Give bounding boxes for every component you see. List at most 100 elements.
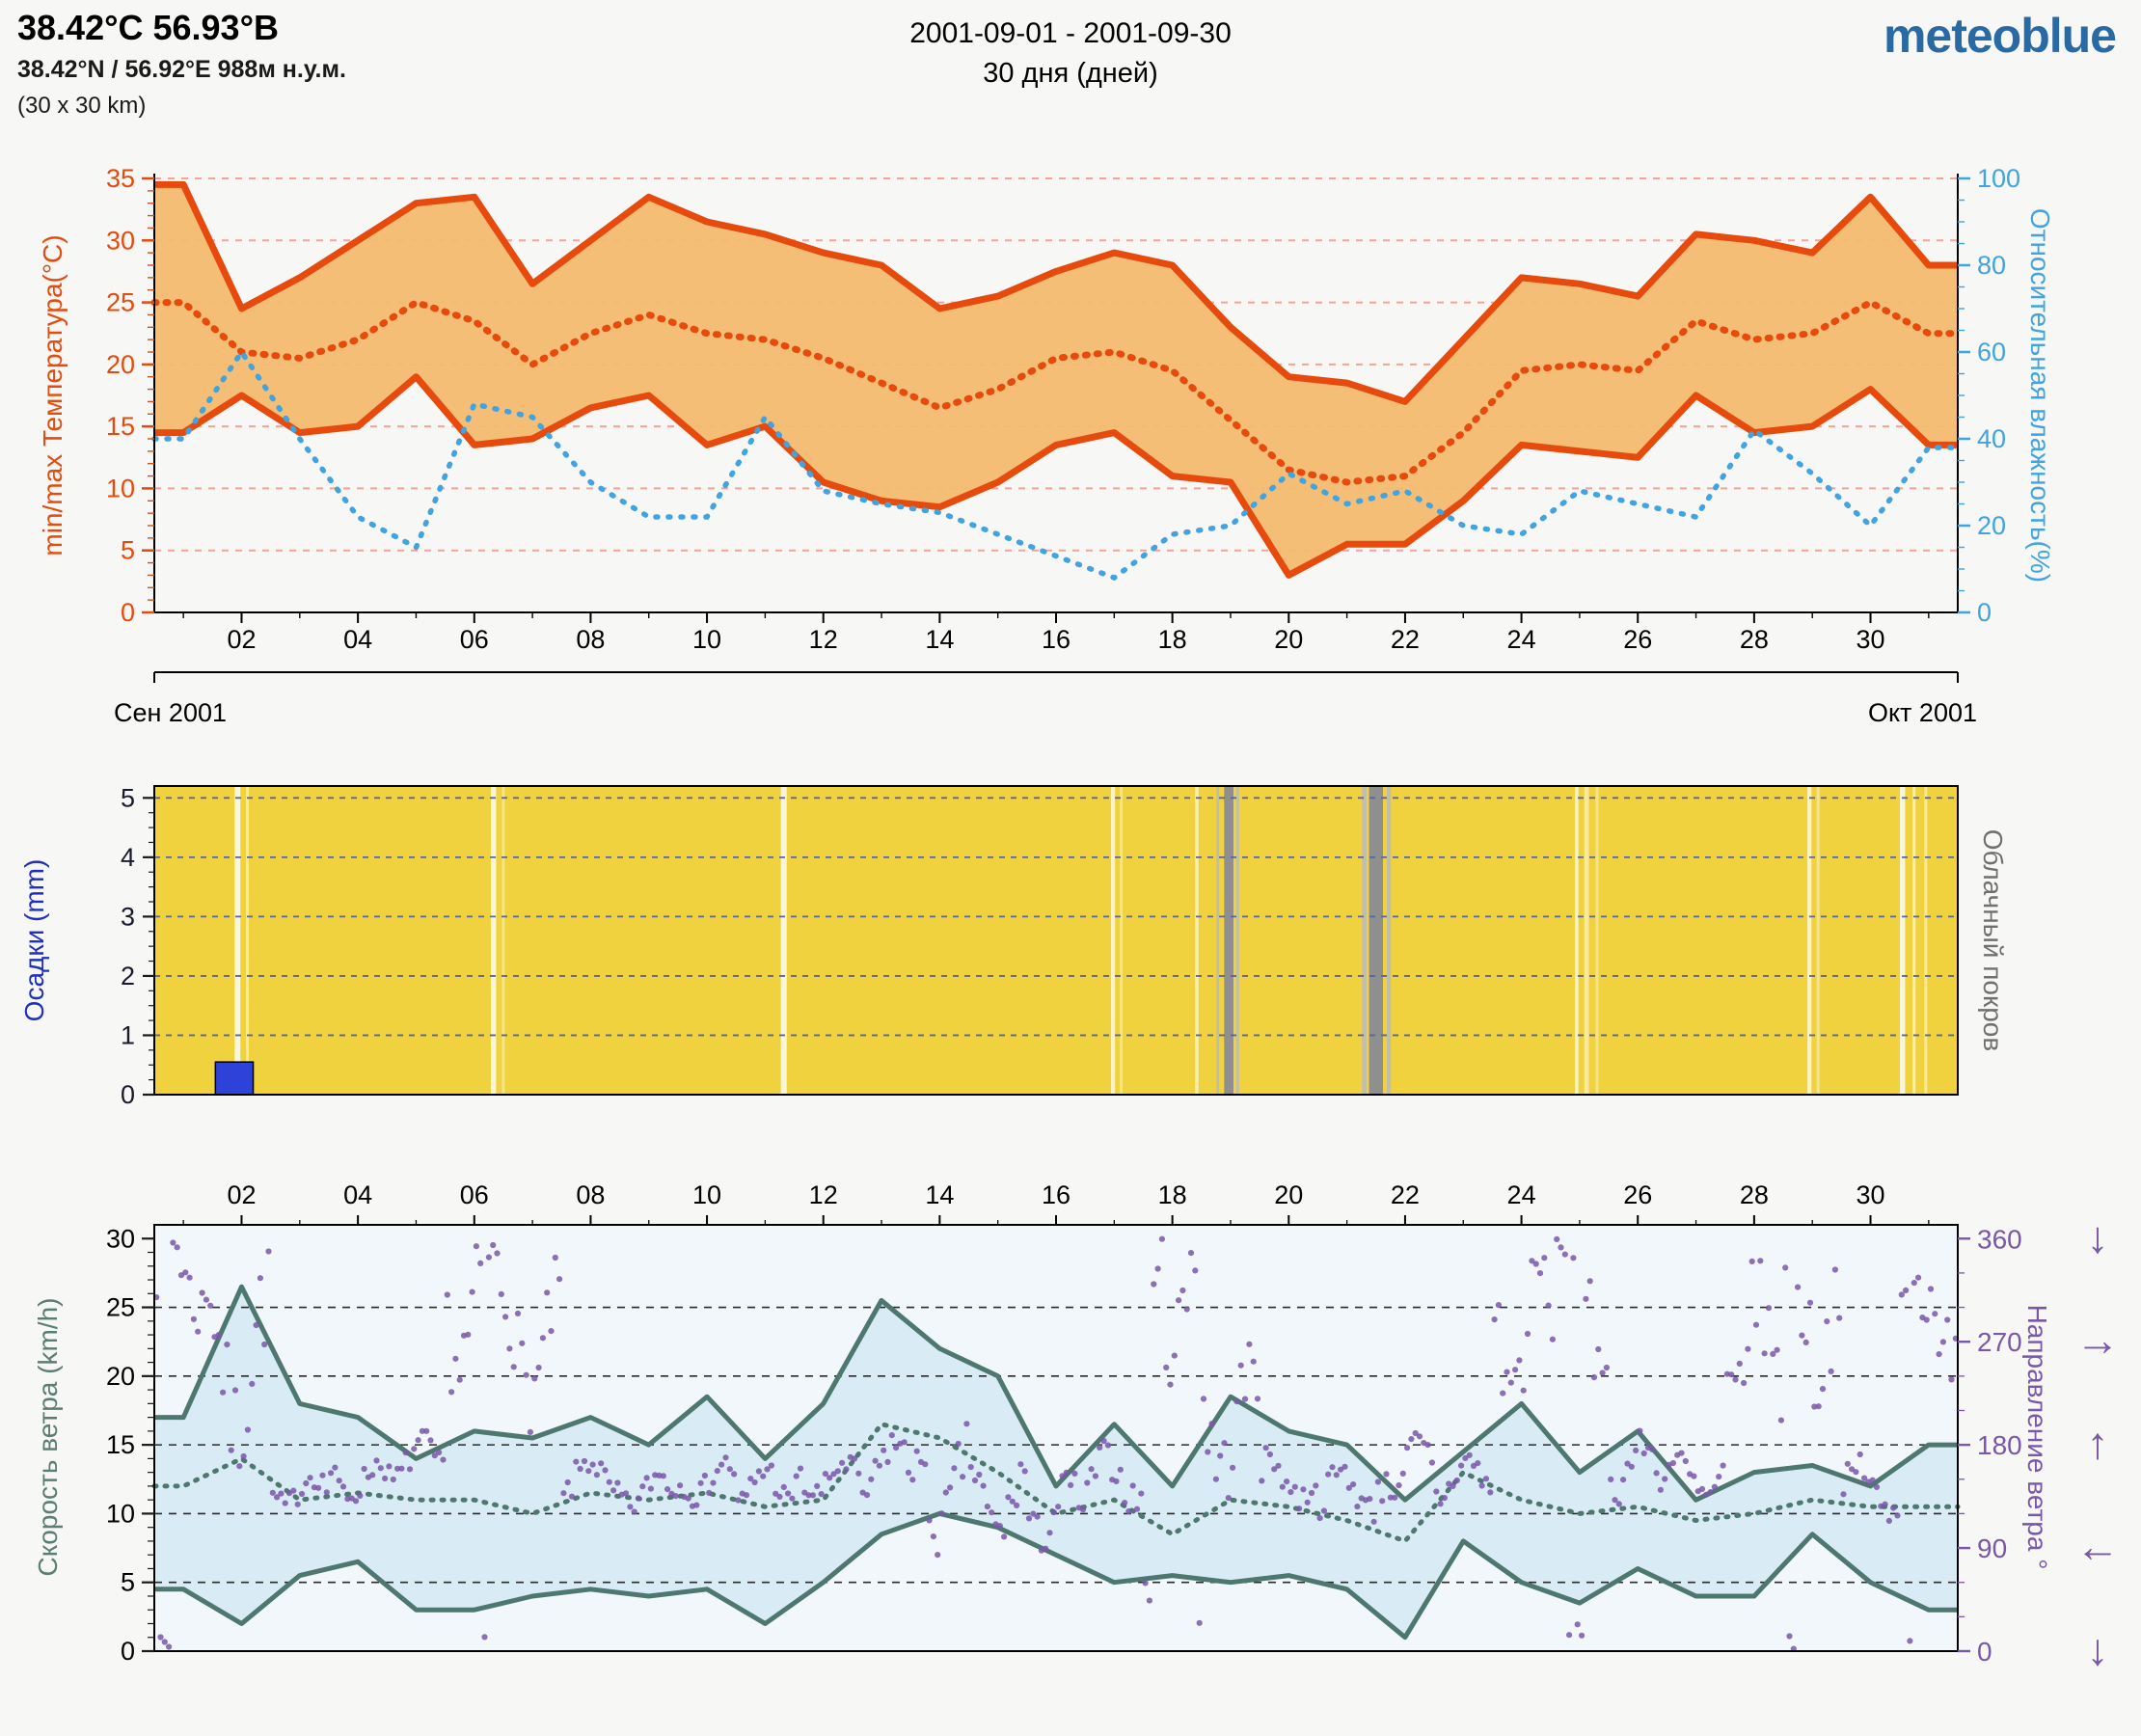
- tick-label: 08: [576, 625, 605, 654]
- cloud-band: [1362, 786, 1368, 1095]
- tick-label: 60: [1977, 338, 2006, 366]
- grid-cell-size: (30 x 30 km): [17, 93, 147, 119]
- tick-label: 10: [692, 625, 721, 654]
- tick-label: 20: [1274, 1180, 1303, 1209]
- tick-label: 0: [121, 598, 135, 627]
- cloud-band: [1816, 786, 1820, 1095]
- tick-label: 25: [106, 1293, 135, 1322]
- temp-band: [154, 184, 1958, 576]
- tick-label: 5: [121, 1568, 135, 1597]
- tick-label: 0: [1977, 1637, 1992, 1667]
- tick-label: 20: [1274, 625, 1303, 654]
- wind-direction-arrow-icon: ←: [2075, 1521, 2120, 1571]
- tick-label: 06: [460, 1180, 489, 1209]
- tick-label: 16: [1042, 1180, 1070, 1209]
- cloud-band: [1195, 786, 1199, 1095]
- wind-band: [154, 1287, 1958, 1638]
- precipitation-cloud-chart: 0 1 2 3 4 5: [121, 783, 1959, 1109]
- max-wind-line: [154, 1284, 1958, 1503]
- tick-label: 28: [1740, 1180, 1769, 1209]
- tick-label: 10: [106, 474, 135, 502]
- tick-label: 20: [106, 1362, 135, 1391]
- precipitation-bar: [214, 1061, 255, 1096]
- tick-label: 04: [343, 625, 372, 654]
- date-range: 2001-09-01 - 2001-09-30: [909, 17, 1232, 49]
- cloud-band: [490, 786, 497, 1095]
- wind-direction-arrow-icon: ↓: [2087, 1211, 2109, 1261]
- humidity-line: [151, 347, 1961, 582]
- tick-label: 100: [1977, 164, 2020, 193]
- windspeed-axis-label: Скорость ветра (km/h): [33, 1297, 63, 1577]
- tick-label: 90: [1977, 1533, 2007, 1563]
- cloud-band: [1912, 786, 1916, 1095]
- month-label-start: Сен 2001: [114, 698, 227, 727]
- tick-label: 360: [1977, 1224, 2022, 1254]
- tick-label: 15: [106, 1430, 135, 1459]
- meteoblue-logo[interactable]: meteoblue: [1883, 9, 2117, 63]
- tick-label: 26: [1623, 625, 1652, 654]
- tick-label: 14: [925, 1180, 954, 1209]
- cloud-band: [1584, 786, 1589, 1095]
- tick-label: 22: [1391, 625, 1420, 654]
- max-temp-line: [154, 180, 1958, 405]
- tick-label: 2: [121, 962, 135, 990]
- tick-label: 0: [121, 1080, 135, 1109]
- cloud-band: [1924, 786, 1928, 1095]
- wind-direction-arrow-icon: ↓: [2087, 1624, 2109, 1674]
- tick-label: 5: [121, 536, 135, 565]
- cloud-band: [1235, 786, 1239, 1095]
- temperature-humidity-chart: 0 5 10 15 20 25 30 35 0 20 40 60 80 100 02 04 06 08 10 12 14…: [106, 164, 2020, 683]
- tick-label: 12: [809, 1180, 838, 1209]
- cloud-band: [1224, 786, 1233, 1095]
- coordinates-elevation: 38.42°N / 56.92°E 988м н.у.м.: [17, 56, 346, 83]
- temperature-axis-label: min/max Температура(°C): [38, 234, 68, 556]
- cloud-band: [234, 786, 241, 1095]
- page-title: 38.42°С 56.93°В: [17, 8, 279, 47]
- winddirection-axis-label: Направление ветра °: [2022, 1304, 2052, 1570]
- tick-label: 5: [121, 783, 135, 812]
- cloud-band: [246, 786, 250, 1095]
- cloud-band: [1111, 786, 1116, 1095]
- tick-label: 16: [1042, 625, 1070, 654]
- tick-label: 25: [106, 288, 135, 317]
- tick-label: 24: [1507, 1180, 1536, 1209]
- tick-label: 40: [1977, 424, 2006, 453]
- tick-label: 22: [1391, 1180, 1420, 1209]
- cloud-band: [780, 786, 787, 1095]
- tick-label: 80: [1977, 251, 2006, 280]
- tick-label: 28: [1740, 625, 1769, 654]
- tick-label: 24: [1507, 625, 1536, 654]
- cloud-band: [1595, 786, 1599, 1095]
- wind-direction-arrow-icon: ↑: [2087, 1418, 2109, 1468]
- tick-label: 18: [1158, 625, 1187, 654]
- tick-label: 1: [121, 1020, 135, 1049]
- tick-label: 10: [106, 1499, 135, 1528]
- tick-label: 270: [1977, 1327, 2022, 1357]
- min-wind-line: [154, 1510, 1958, 1641]
- humidity-axis-label: Относительная влажность(%): [2025, 207, 2055, 583]
- tick-label: 30: [106, 226, 135, 255]
- tick-label: 12: [809, 625, 838, 654]
- mean-wind-line: [151, 1421, 1961, 1544]
- tick-label: 08: [576, 1180, 605, 1209]
- tick-label: 20: [1977, 511, 2006, 540]
- cloud-band: [1216, 786, 1220, 1095]
- cloud-band: [1807, 786, 1812, 1095]
- cloud-band: [1120, 786, 1124, 1095]
- cloudcover-axis-label: Облачный покров: [1978, 828, 2008, 1052]
- month-label-end: Окт 2001: [1867, 698, 1977, 727]
- tick-label: 180: [1977, 1430, 2022, 1460]
- tick-label: 15: [106, 412, 135, 441]
- tick-label: 10: [692, 1180, 721, 1209]
- tick-label: 06: [460, 625, 489, 654]
- wind-chart: 02 04 06 08 10 12 14 16 18 20 22 24 26 28 30 0 5 10 15 20 25…: [106, 1180, 2120, 1674]
- tick-label: 26: [1623, 1180, 1652, 1209]
- tick-label: 14: [925, 625, 954, 654]
- cloud-band: [501, 786, 505, 1095]
- tick-label: 30: [1856, 1180, 1884, 1209]
- tick-label: 02: [227, 625, 256, 654]
- tick-label: 02: [227, 1180, 256, 1209]
- tick-label: 0: [1977, 598, 1992, 627]
- tick-label: 20: [106, 350, 135, 379]
